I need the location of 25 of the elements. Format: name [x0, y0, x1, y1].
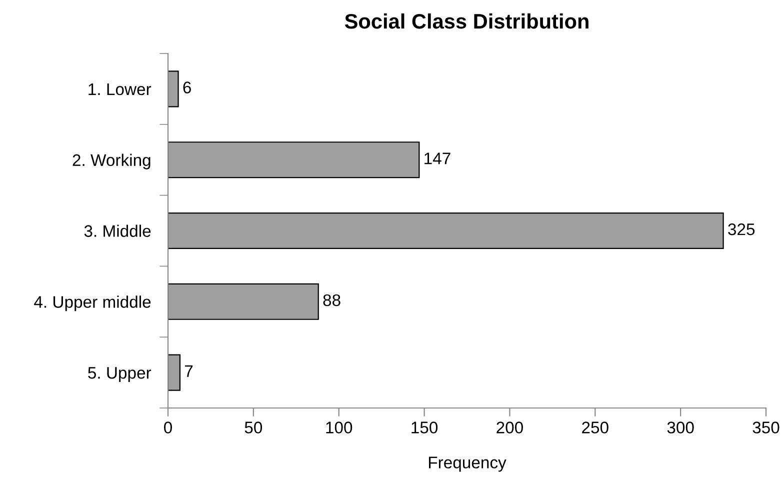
chart-title: Social Class Distribution — [344, 13, 588, 29]
data-label: 325 — [728, 223, 755, 236]
x-axis-title: Frequency — [429, 456, 506, 472]
data-label: 6 — [183, 82, 191, 94]
x-tick-label: 0 — [164, 422, 172, 434]
x-tick-label: 100 — [326, 422, 352, 434]
x-tick-label: 150 — [412, 422, 438, 434]
y-tick-label: 2. Working — [72, 154, 150, 170]
data-label: 88 — [323, 294, 340, 306]
data-label: 7 — [184, 365, 193, 377]
data-label: 147 — [424, 152, 450, 164]
y-tick-label: 1. Lower — [88, 84, 152, 96]
x-tick-label: 250 — [582, 422, 608, 434]
x-tick-label: 200 — [496, 422, 523, 434]
y-tick-label: 4. Upper middle — [34, 296, 151, 312]
x-tick-label: 300 — [667, 422, 694, 434]
bar — [168, 212, 724, 250]
x-tick-label: 50 — [244, 422, 262, 434]
bar — [168, 283, 319, 320]
bar — [168, 354, 181, 391]
x-tick-label: 350 — [752, 422, 780, 434]
y-tick-label: 5. Upper — [88, 367, 152, 382]
y-tick-label: 3. Middle — [84, 224, 151, 237]
bar — [168, 142, 420, 178]
bar — [168, 70, 179, 108]
